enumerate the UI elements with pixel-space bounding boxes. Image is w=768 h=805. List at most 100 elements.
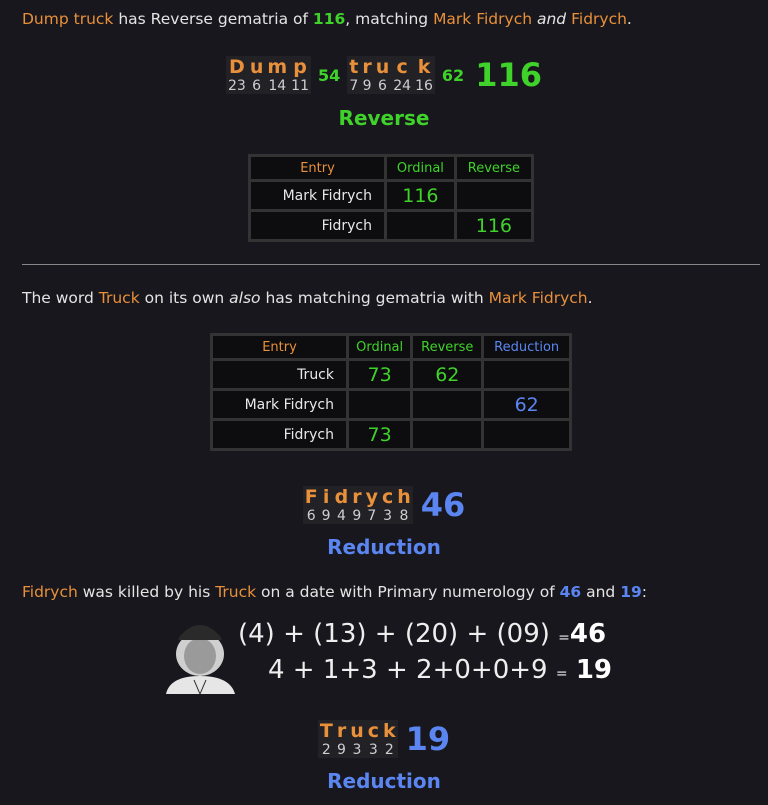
text: , matching xyxy=(345,10,434,28)
link-dump-truck[interactable]: Dump truck xyxy=(22,10,114,28)
letter: F xyxy=(304,486,318,508)
equals: = xyxy=(555,666,568,682)
text: The word xyxy=(22,289,99,307)
letter-value: 7 xyxy=(367,508,377,524)
letter: u xyxy=(375,56,390,78)
equation-terms: 4 + 1+3 + 2+0+0+9 xyxy=(268,655,548,685)
link-mark-fidrych[interactable]: Mark Fidrych xyxy=(488,289,588,307)
letter: r xyxy=(336,720,347,742)
letter-cell: c 24 xyxy=(391,56,413,94)
text: . xyxy=(587,289,593,307)
cell: Mark Fidrych xyxy=(213,391,346,418)
letter: c xyxy=(381,486,394,508)
table-row: Mark Fidrych 116 xyxy=(251,182,531,209)
paragraph-2: The word Truck on its own also has match… xyxy=(22,289,593,307)
cipher-truck: T 2 r 9 u 3 c 3 k 2 19 xyxy=(0,720,768,758)
result: 46 xyxy=(569,619,607,649)
letter-value: 2 xyxy=(321,742,331,758)
text: on a date with Primary numerology of xyxy=(256,583,560,601)
link-mark-fidrych[interactable]: Mark Fidrych xyxy=(433,10,533,28)
letter: D xyxy=(229,56,245,78)
text: : xyxy=(641,583,647,601)
total: 19 xyxy=(405,720,451,758)
letter: h xyxy=(397,486,411,508)
text: and xyxy=(581,583,621,601)
letter: u xyxy=(350,720,364,742)
cell xyxy=(456,182,531,209)
text: . xyxy=(626,10,632,28)
word-dump: D 23 u 6 m 14 p 11 xyxy=(226,56,311,94)
letter-value: 23 xyxy=(228,78,246,94)
letter: p xyxy=(293,56,307,78)
value: 116 xyxy=(312,10,346,28)
cell: Fidrych xyxy=(213,421,346,448)
letter-value: 9 xyxy=(362,78,372,94)
letter-value: 6 xyxy=(306,508,316,524)
letter: y xyxy=(365,486,378,508)
subtotal: 62 xyxy=(441,65,465,85)
cell: 62 xyxy=(484,391,569,418)
letter-value: 9 xyxy=(337,742,346,758)
letter: r xyxy=(352,486,362,508)
link-fidrych[interactable]: Fidrych xyxy=(571,10,627,28)
letter-value: 3 xyxy=(383,508,393,524)
total: 46 xyxy=(420,486,466,524)
letter: k xyxy=(417,56,431,78)
emphasis: and xyxy=(536,10,567,28)
link-fidrych[interactable]: Fidrych xyxy=(22,583,78,601)
table-row: Truck 73 62 xyxy=(213,361,569,388)
cell xyxy=(387,212,454,239)
letter-value: 2 xyxy=(384,742,394,758)
letter-value: 3 xyxy=(368,742,378,758)
text: has Reverse gematria of xyxy=(113,10,313,28)
letter-value: 9 xyxy=(352,508,362,524)
cell xyxy=(484,421,569,448)
text: has matching gematria with xyxy=(260,289,489,307)
cell: 62 xyxy=(413,361,482,388)
header-reduction: Reduction xyxy=(484,336,569,358)
letter-cell: m 14 xyxy=(265,56,289,94)
subtotal: 54 xyxy=(318,65,341,85)
letter-value: 8 xyxy=(399,508,409,524)
paragraph-1: Dump truck has Reverse gematria of 116, … xyxy=(22,10,632,28)
cell: Fidrych xyxy=(251,212,384,239)
cipher-dump-truck: D 23 u 6 m 14 p 11 54 t 7 r 9 u 6 c 24 k 16 62 116 xyxy=(0,56,768,94)
cipher-label: Reverse xyxy=(338,106,430,130)
value: 19 xyxy=(620,583,642,601)
equation-1: (4) + (13) + (20) + (09) =46 xyxy=(238,619,606,649)
paragraph-3: Fidrych was killed by his Truck on a dat… xyxy=(22,583,647,601)
cipher-fidrych: F 6 i 9 d 4 r 9 y 7 c 3 h 8 46 xyxy=(0,486,768,524)
header-reverse: Reverse xyxy=(413,336,482,358)
letter-value: 7 xyxy=(349,78,359,94)
letter-value: 4 xyxy=(336,508,346,524)
letter-value: 9 xyxy=(321,508,331,524)
result: 19 xyxy=(575,655,613,685)
letter-cell: k 16 xyxy=(413,56,435,94)
cipher-label: Reduction xyxy=(327,769,441,793)
letter-value: 6 xyxy=(252,78,262,94)
header-entry: Entry xyxy=(213,336,346,358)
letter: c xyxy=(396,56,408,78)
cell xyxy=(349,391,411,418)
total: 116 xyxy=(475,56,542,94)
cell: Mark Fidrych xyxy=(251,182,384,209)
word-truck: t 7 r 9 u 6 c 24 k 16 xyxy=(347,56,435,94)
link-truck[interactable]: Truck xyxy=(98,289,140,307)
letter: t xyxy=(349,56,359,78)
equation-terms: (4) + (13) + (20) + (09) xyxy=(238,619,550,649)
mark-fidrych-photo xyxy=(166,614,235,694)
link-truck[interactable]: Truck xyxy=(215,583,257,601)
letter: r xyxy=(362,56,372,78)
table-2: Entry Ordinal Reverse Reduction Truck 73 62 M… xyxy=(210,333,572,451)
letter: T xyxy=(319,720,333,742)
